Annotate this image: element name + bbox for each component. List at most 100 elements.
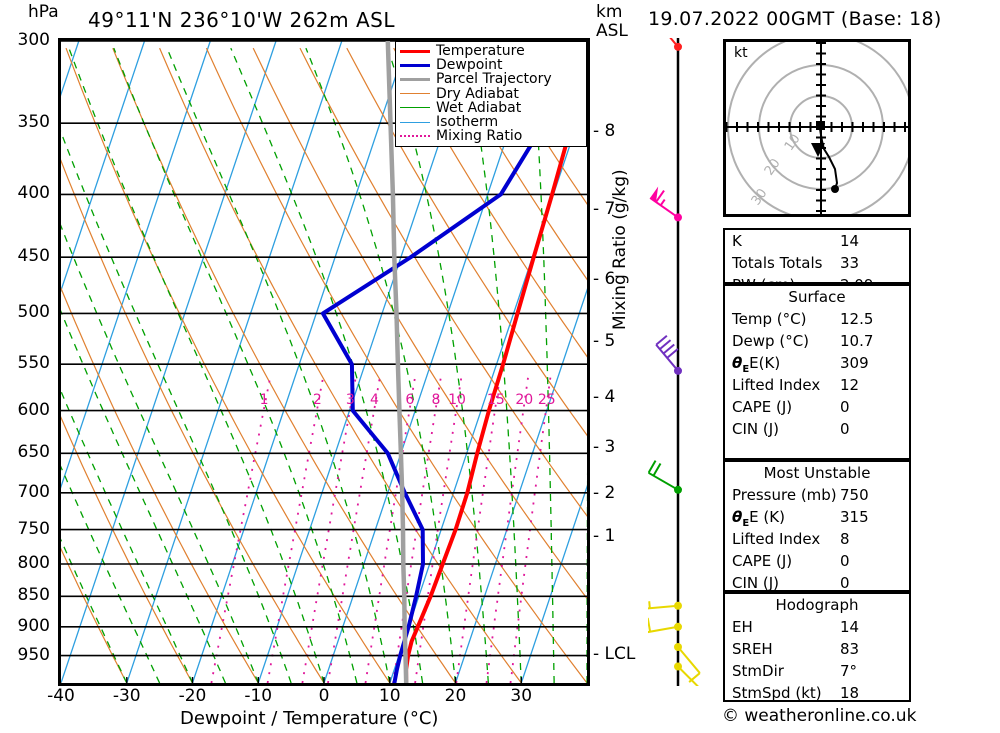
skewt-plot-svg (61, 41, 587, 683)
index-name: Lifted Index (732, 376, 821, 394)
mixing-ratio-label-4: 4 (370, 391, 379, 408)
pressure-tick-600: 600 (17, 399, 50, 420)
most-unstable-panel: Most Unstable Pressure (mb) 750 θEE (K) 315 L… (723, 460, 911, 592)
legend-swatch-3 (400, 93, 430, 95)
mixing-ratio-label-8: 8 (431, 391, 441, 408)
lcl-marker-label: - LCL (593, 643, 636, 664)
index-name: CIN (J) (732, 420, 780, 438)
index-name: SREH (732, 640, 773, 658)
pressure-tick-400: 400 (17, 183, 50, 204)
height-tick-6km: - 6 (593, 269, 616, 290)
temp-tick-20: 20 (444, 686, 467, 706)
temp-tick-neg20: -20 (178, 686, 207, 706)
hodograph-unit-label: kt (734, 45, 748, 61)
mixing-ratio-label-10: 10 (448, 391, 466, 408)
legend-item-mixing-ratio: Mixing Ratio (400, 129, 582, 143)
mixing-ratio-label-3: 3 (345, 391, 355, 408)
height-unit-sub-label: ASL (596, 21, 628, 41)
pressure-tick-500: 500 (17, 302, 50, 323)
wind-barb (649, 186, 682, 222)
index-value: 750 (840, 486, 869, 504)
index-row-general-0: K 14 (725, 230, 909, 252)
surface-indices-panel: Surface Temp (°C) 12.5 Dewp (°C) 10.7 θEE(K) 3… (723, 284, 911, 460)
index-value: 0 (840, 398, 850, 416)
legend-swatch-5 (400, 121, 430, 123)
index-name: CAPE (J) (732, 552, 793, 570)
height-tick-7km: - 7 (593, 199, 616, 220)
height-unit-label: km (596, 2, 623, 22)
legend-swatch-6 (400, 135, 430, 138)
height-tick-4km: - 4 (593, 387, 616, 408)
pressure-tick-950: 950 (17, 644, 50, 665)
legend-swatch-4 (400, 107, 430, 109)
legend-swatch-2 (400, 77, 430, 81)
pressure-tick-800: 800 (17, 553, 50, 573)
legend-label-1: Dewpoint (436, 57, 503, 74)
pressure-tick-750: 750 (17, 518, 50, 539)
legend-label-4: Wet Adiabat (436, 99, 522, 116)
legend-swatch-1 (400, 63, 430, 67)
index-row-mu-4: CIN (J) 0 (725, 572, 909, 594)
legend-item-isotherm: Isotherm (400, 115, 582, 129)
index-name: Lifted Index (732, 530, 821, 548)
wind-barb (674, 662, 699, 686)
mixing-ratio-label-15: 15 (486, 391, 505, 408)
hodograph-stats-panel: Hodograph EH 14 SREH 83 StmDir 7° StmSpd (kt) 18 (723, 592, 911, 702)
wind-barb (669, 38, 682, 51)
index-row-surface-0: Temp (°C) 12.5 (725, 308, 909, 330)
height-tick-1km: - 1 (593, 525, 616, 546)
index-row-surface-2: θEE(K) 309 (725, 352, 909, 375)
index-value: 10.7 (840, 332, 874, 350)
legend-item-wet-adiabat: Wet Adiabat (400, 101, 582, 115)
copyright-notice: © weatheronline.co.uk (722, 706, 917, 726)
height-tick-8km: - 8 (593, 121, 616, 142)
wind-barb-column (648, 38, 701, 686)
hodograph-panel: 10 20 30 kt (673, 0, 969, 275)
temp-tick-neg40: -40 (47, 686, 75, 706)
index-name: StmDir (732, 662, 784, 680)
index-row-mu-3: CAPE (J) 0 (725, 550, 909, 572)
index-name: Totals Totals (732, 254, 823, 272)
wind-barb (655, 335, 682, 375)
mixing-ratio-label-2: 2 (312, 391, 322, 408)
height-tick-2km: - 2 (593, 483, 616, 504)
pressure-tick-700: 700 (17, 481, 50, 502)
index-value: 0 (840, 420, 850, 438)
index-row-mu-0: Pressure (mb) 750 (725, 484, 909, 506)
index-value: 12 (840, 376, 860, 394)
index-row-surface-1: Dewp (°C) 10.7 (725, 330, 909, 352)
pressure-tick-650: 650 (17, 442, 50, 463)
index-value: 14 (840, 618, 860, 636)
panel-heading-most-unstable: Most Unstable (763, 464, 871, 482)
legend-label-0: Temperature (436, 43, 525, 60)
height-tick-5km: - 5 (593, 331, 616, 352)
index-name: Pressure (mb) (732, 486, 837, 504)
index-value: 14 (840, 232, 860, 250)
index-name: CAPE (J) (732, 398, 793, 416)
index-value: 33 (840, 254, 860, 272)
temp-tick-neg10: -10 (244, 686, 273, 706)
temp-tick-neg30: -30 (112, 686, 141, 706)
index-name: StmSpd (kt) (732, 684, 822, 702)
index-value: 315 (840, 508, 869, 526)
wind-barb (648, 617, 682, 634)
legend-swatch-0 (400, 49, 430, 53)
wind-barb (648, 601, 682, 610)
wind-barb (674, 643, 701, 683)
index-row-hodo-1: SREH 83 (725, 638, 909, 660)
index-name: CIN (J) (732, 574, 780, 592)
pressure-tick-450: 450 (17, 246, 50, 267)
wind-barb (648, 460, 682, 494)
pressure-tick-350: 350 (17, 112, 50, 133)
index-row-general-1: Totals Totals 33 (725, 252, 909, 274)
pressure-unit-label: hPa (28, 2, 59, 22)
legend-item-dewpoint: Dewpoint (400, 58, 582, 72)
panel-heading-surface: Surface (788, 288, 846, 306)
legend: Temperature Dewpoint Parcel Trajectory Dry … (395, 41, 587, 148)
mixing-ratio-label-25: 25 (537, 391, 556, 408)
station-title: 49°11'N 236°10'W 262m ASL (88, 8, 396, 32)
legend-item-dry-adiabat: Dry Adiabat (400, 87, 582, 101)
mixing-ratio-label-6: 6 (405, 391, 415, 408)
